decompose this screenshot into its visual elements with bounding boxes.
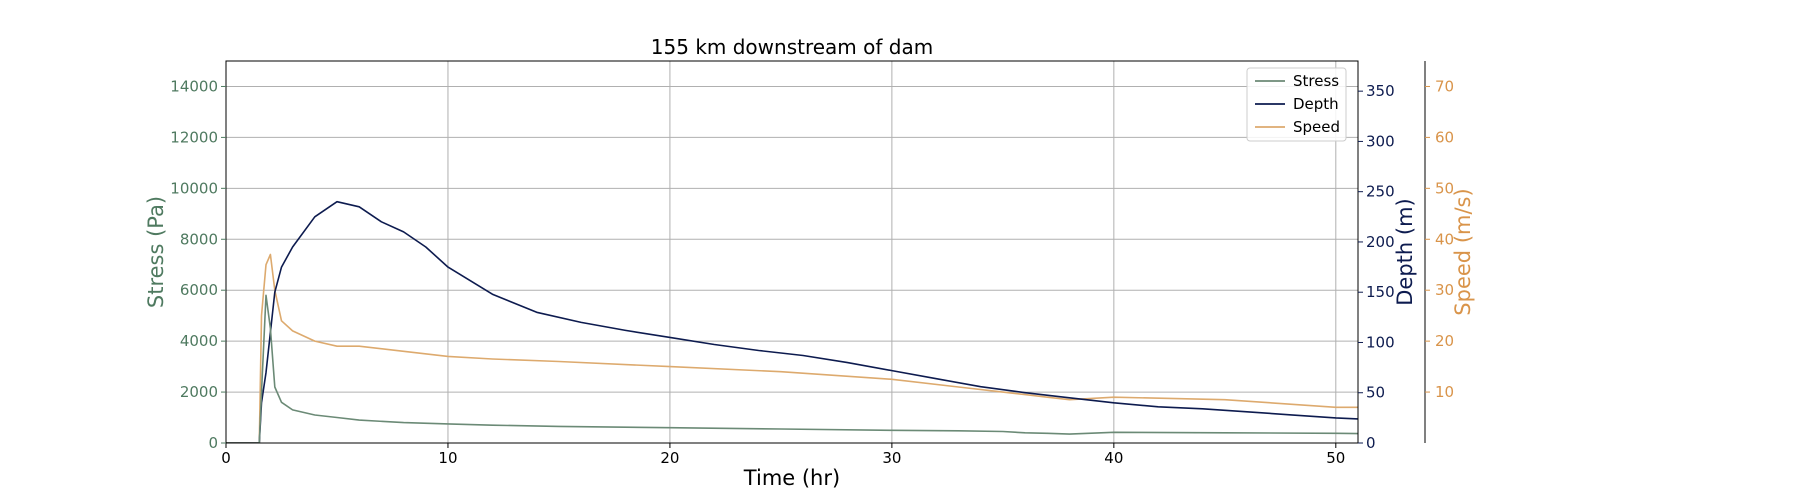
depth-tick-label: 350 bbox=[1366, 82, 1395, 100]
stress-tick-label: 12000 bbox=[170, 128, 218, 146]
depth-tick-label: 50 bbox=[1366, 384, 1385, 402]
speed-axis-label: Speed (m/s) bbox=[1451, 188, 1475, 315]
speed-tick-label: 50 bbox=[1435, 179, 1454, 197]
legend-box bbox=[1246, 67, 1347, 142]
speed-tick-label: 40 bbox=[1435, 230, 1454, 248]
depth-tick-label: 0 bbox=[1366, 434, 1376, 452]
speed-tick-label: 60 bbox=[1435, 128, 1454, 146]
depth-tick-label: 200 bbox=[1366, 233, 1395, 251]
legend: Stress Depth Speed bbox=[1246, 67, 1347, 142]
x-tick-label: 40 bbox=[1104, 449, 1123, 467]
series-line-stress bbox=[226, 294, 1358, 443]
legend-label-stress: Stress bbox=[1293, 72, 1339, 90]
x-tick-label: 10 bbox=[438, 449, 457, 467]
legend-label-depth: Depth bbox=[1293, 95, 1339, 113]
depth-tick-label: 100 bbox=[1366, 333, 1395, 351]
stress-tick-label: 6000 bbox=[180, 281, 218, 299]
depth-tick-label: 300 bbox=[1366, 132, 1395, 150]
depth-tick-label: 150 bbox=[1366, 283, 1395, 301]
stress-tick-label: 0 bbox=[208, 434, 218, 452]
speed-tick-label: 70 bbox=[1435, 77, 1454, 95]
chart-title: 155 km downstream of dam bbox=[651, 35, 933, 59]
speed-tick-label: 20 bbox=[1435, 332, 1454, 350]
x-tick-label: 0 bbox=[221, 449, 231, 467]
stress-tick-label: 14000 bbox=[170, 77, 218, 95]
series-line-speed bbox=[226, 253, 1358, 443]
depth-axis-label: Depth (m) bbox=[1393, 198, 1417, 305]
stress-axis-label: Stress (Pa) bbox=[144, 196, 168, 308]
legend-label-speed: Speed bbox=[1293, 118, 1340, 136]
speed-tick-label: 10 bbox=[1435, 383, 1454, 401]
speed-tick-label: 30 bbox=[1435, 281, 1454, 299]
x-axis-label: Time (hr) bbox=[743, 466, 840, 490]
axes-layer: 0 10 20 30 40 5002000400060008000100001200014… bbox=[144, 61, 1475, 467]
plot-frame bbox=[225, 60, 1359, 444]
stress-tick-label: 4000 bbox=[180, 332, 218, 350]
stress-tick-label: 2000 bbox=[180, 383, 218, 401]
series-layer bbox=[226, 200, 1358, 443]
depth-tick-label: 250 bbox=[1366, 183, 1395, 201]
stress-tick-label: 10000 bbox=[170, 179, 218, 197]
stress-tick-label: 8000 bbox=[180, 230, 218, 248]
x-tick-label: 50 bbox=[1326, 449, 1345, 467]
x-tick-label: 30 bbox=[882, 449, 901, 467]
series-line-depth bbox=[226, 200, 1358, 443]
x-tick-label: 20 bbox=[660, 449, 679, 467]
